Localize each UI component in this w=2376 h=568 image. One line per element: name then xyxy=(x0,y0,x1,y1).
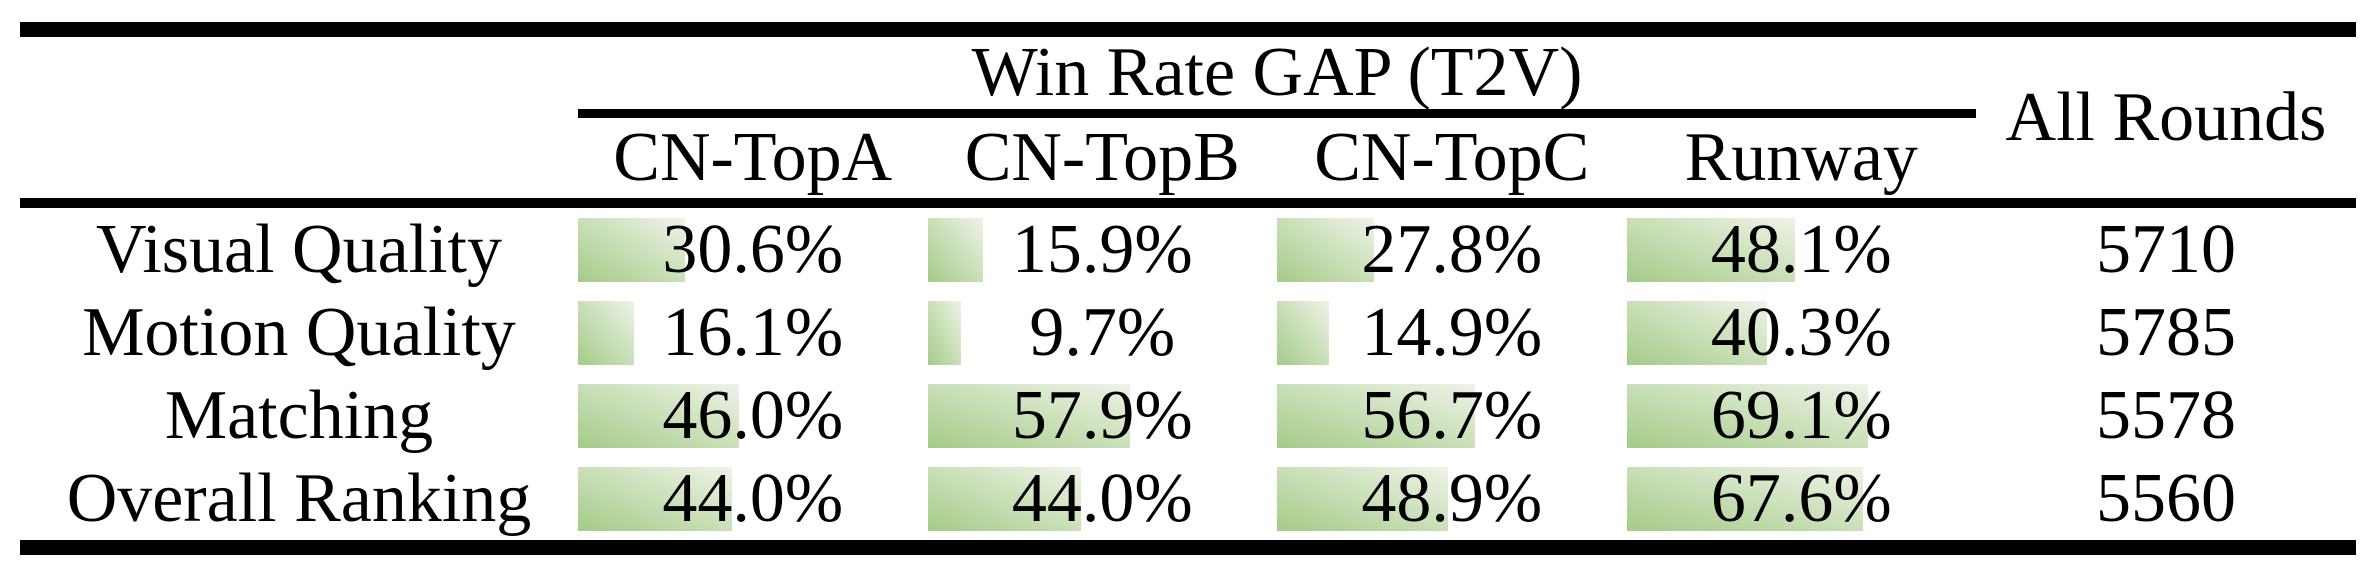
table-row-matching: Matching 46.0% 57.9% 56.7% 69.1% 5578 xyxy=(20,374,2356,457)
value-cell: 16.1% xyxy=(578,291,928,374)
win-rate-bar xyxy=(1277,300,1330,365)
row-label: Overall Ranking xyxy=(66,459,532,537)
value-cell: 14.9% xyxy=(1277,291,1627,374)
table-row-overall-ranking: Overall Ranking 44.0% 44.0% 48.9% 67.6% … xyxy=(20,457,2356,540)
value-cell: 48.9% xyxy=(1277,457,1627,540)
header-corner-spacer xyxy=(20,37,578,198)
win-rate-bar xyxy=(1277,383,1476,448)
win-rate-bar xyxy=(1626,217,1795,282)
win-rate-value: 9.7% xyxy=(1029,293,1176,371)
win-rate-bar xyxy=(1626,383,1868,448)
win-rate-value: 30.6% xyxy=(662,210,844,288)
win-rate-value: 67.6% xyxy=(1710,459,1892,537)
row-label: Motion Quality xyxy=(82,293,516,371)
win-rate-bar xyxy=(578,466,732,531)
column-header-cn-topb: CN-TopB xyxy=(964,119,1240,196)
win-rate-bar xyxy=(1277,466,1448,531)
column-header-cn-topa: CN-TopA xyxy=(613,119,893,196)
value-cell: 56.7% xyxy=(1277,374,1627,457)
header-body-rule xyxy=(20,198,2356,208)
value-cell: 67.6% xyxy=(1626,457,1977,540)
win-rate-value: 48.9% xyxy=(1361,459,1543,537)
value-cell: 30.6% xyxy=(578,208,928,291)
win-rate-bar xyxy=(578,383,739,448)
group-header: Win Rate GAP (T2V) xyxy=(971,34,1583,111)
win-rate-group-column: Win Rate GAP (T2V) CN-TopA CN-TopB CN-To… xyxy=(578,34,1976,198)
win-rate-value: 15.9% xyxy=(1011,210,1193,288)
win-rate-value: 57.9% xyxy=(1011,376,1193,454)
table-row-motion-quality: Motion Quality 16.1% 9.7% 14.9% 40.3% 57… xyxy=(20,291,2356,374)
all-rounds-value: 5560 xyxy=(2096,459,2236,537)
row-label: Visual Quality xyxy=(95,210,503,288)
value-cell: 9.7% xyxy=(927,291,1278,374)
value-cell: 46.0% xyxy=(578,374,928,457)
table-body: Visual Quality 30.6% 15.9% 27.8% 48.1% 5… xyxy=(20,208,2356,540)
all-rounds-value: 5578 xyxy=(2096,376,2236,454)
win-rate-value: 27.8% xyxy=(1361,210,1543,288)
win-rate-value: 46.0% xyxy=(662,376,844,454)
all-rounds-header: All Rounds xyxy=(2005,78,2327,156)
value-cell: 15.9% xyxy=(927,208,1278,291)
win-rate-value: 44.0% xyxy=(662,459,844,537)
top-rule xyxy=(20,22,2356,37)
win-rate-value: 48.1% xyxy=(1710,210,1892,288)
column-header-cn-topc: CN-TopC xyxy=(1314,119,1590,196)
row-label: Matching xyxy=(164,376,434,454)
table-row-visual-quality: Visual Quality 30.6% 15.9% 27.8% 48.1% 5… xyxy=(20,208,2356,291)
value-cell: 44.0% xyxy=(578,457,928,540)
win-rate-value: 14.9% xyxy=(1361,293,1543,371)
win-rate-bar xyxy=(578,217,685,282)
win-rate-value: 40.3% xyxy=(1710,293,1892,371)
table-header: Win Rate GAP (T2V) CN-TopA CN-TopB CN-To… xyxy=(20,34,2356,198)
win-rate-bar xyxy=(578,300,635,365)
win-rate-bar xyxy=(1626,300,1768,365)
column-headers: CN-TopA CN-TopB CN-TopC Runway xyxy=(578,118,1976,198)
win-rate-bar xyxy=(927,217,984,282)
all-rounds-value: 5710 xyxy=(2096,210,2236,288)
win-rate-value: 56.7% xyxy=(1361,376,1543,454)
group-underline-rule xyxy=(578,109,1976,118)
win-rate-value: 44.0% xyxy=(1011,459,1193,537)
value-cell: 48.1% xyxy=(1626,208,1977,291)
value-cell: 40.3% xyxy=(1626,291,1977,374)
win-rate-bar xyxy=(1277,217,1375,282)
value-cell: 69.1% xyxy=(1626,374,1977,457)
win-rate-value: 69.1% xyxy=(1710,376,1892,454)
win-rate-bar xyxy=(1626,466,1863,531)
win-rate-bar xyxy=(927,466,1082,531)
value-cell: 44.0% xyxy=(927,457,1278,540)
bottom-rule xyxy=(20,540,2356,555)
value-cell: 27.8% xyxy=(1277,208,1627,291)
value-cell: 57.9% xyxy=(927,374,1278,457)
win-rate-bar xyxy=(927,383,1130,448)
all-rounds-value: 5785 xyxy=(2096,293,2236,371)
column-header-runway: Runway xyxy=(1684,119,1918,196)
win-rate-bar xyxy=(927,300,962,365)
win-rate-value: 16.1% xyxy=(662,293,844,371)
